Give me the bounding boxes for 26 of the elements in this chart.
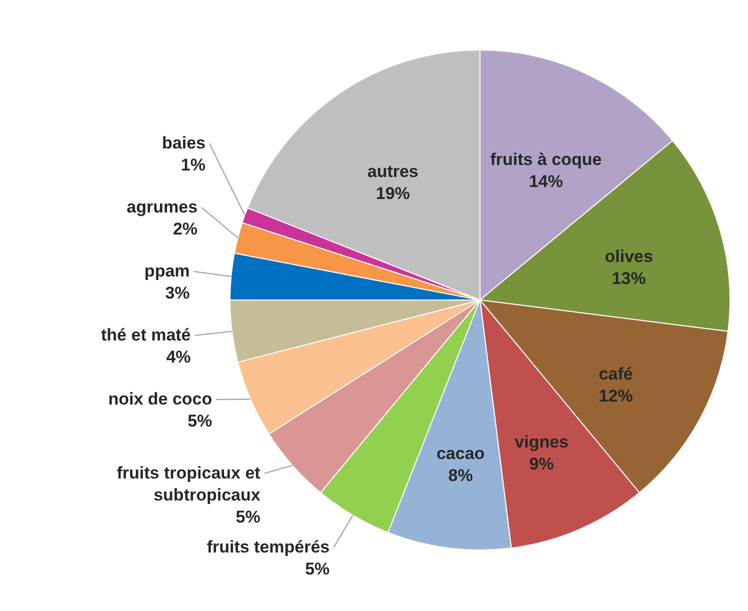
data-label: 1%	[180, 155, 206, 174]
slice-label: olives	[604, 246, 653, 266]
data-label: 13%	[612, 268, 646, 288]
slice-label: baies	[162, 133, 206, 152]
slice-label: fruits à coque	[490, 150, 602, 169]
slice-label: noix de coco	[108, 389, 212, 408]
slice-label: café	[598, 364, 633, 384]
slice-label: ppam	[144, 261, 190, 280]
data-label: 19%	[376, 184, 410, 203]
slice-label: agrumes	[126, 197, 198, 216]
data-label: 5%	[188, 411, 212, 430]
slice-label: autres	[367, 162, 418, 181]
data-label: 14%	[528, 172, 564, 191]
data-label: 5%	[305, 559, 330, 578]
data-label: 5%	[236, 507, 260, 526]
slice-label: vignes	[514, 432, 568, 452]
data-label: 2%	[172, 219, 198, 238]
slice-label: cacao	[436, 444, 485, 463]
data-label: 8%	[448, 466, 473, 485]
data-label: 3%	[165, 283, 190, 302]
data-label: 12%	[598, 386, 633, 406]
data-label: 9%	[529, 454, 554, 474]
slice-label: fruits tropicaux et subtropicaux	[116, 463, 261, 504]
data-label: 4%	[166, 347, 191, 366]
slice-label: thé et maté	[101, 325, 191, 344]
slice-label: fruits tempérés	[206, 537, 330, 556]
